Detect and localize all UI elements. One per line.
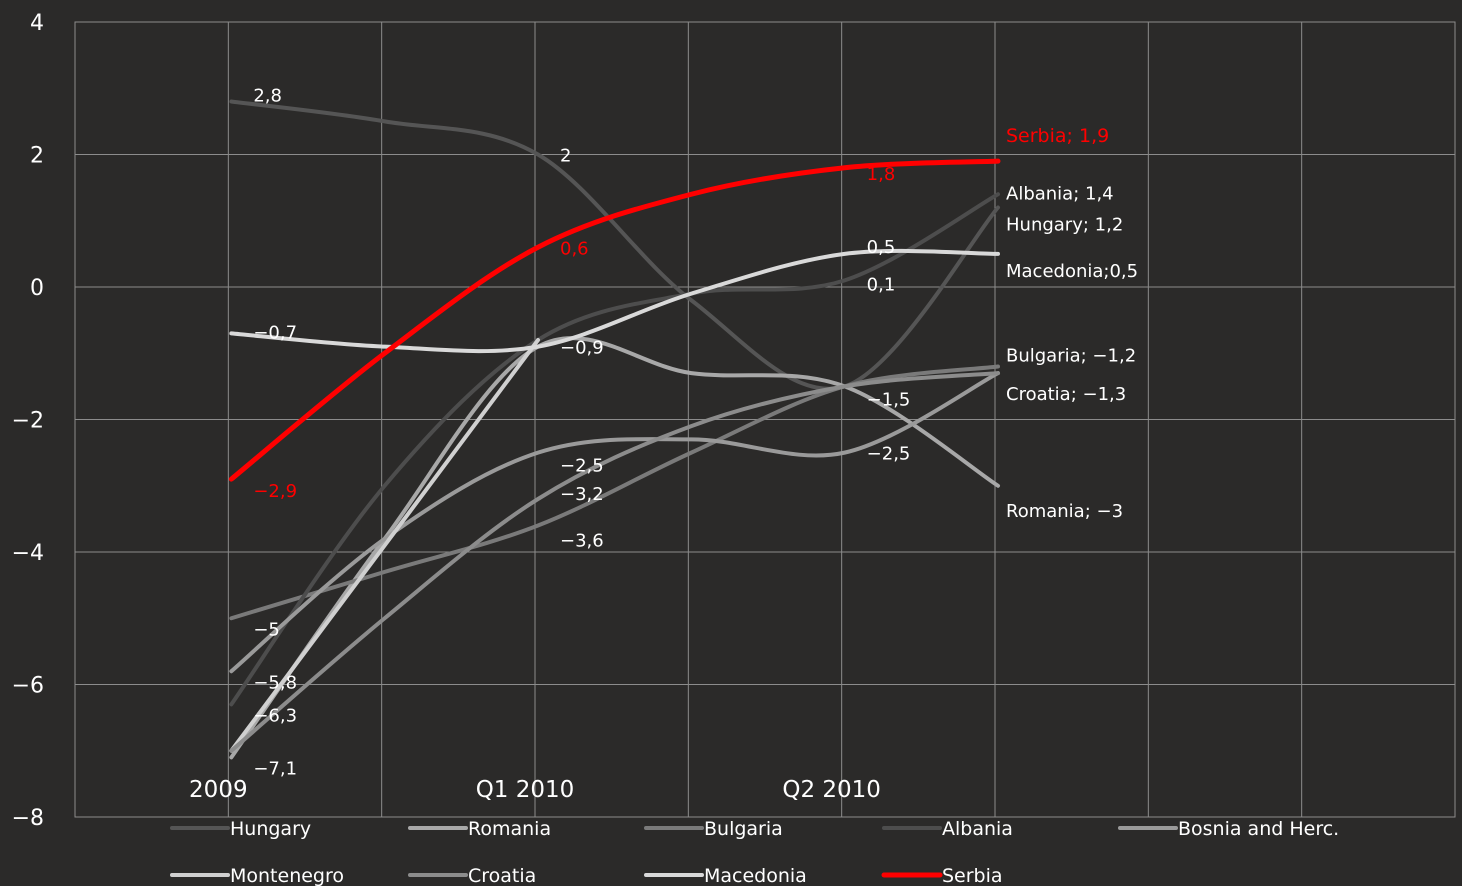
chart-axes: 4 2 0 −2 −4 −6 −8 2009 Q1 2010 Q2 2010 [12, 11, 881, 831]
y-tick-label: −6 [12, 674, 44, 699]
data-label: Serbia; 1,9 [1006, 125, 1109, 147]
chart-legend: Hungary Romania Bulgaria Albania Bosnia and … [170, 818, 1339, 886]
data-label: Croatia; −1,3 [1006, 384, 1126, 405]
data-label: −2,5 [560, 456, 604, 477]
legend-label: Hungary [230, 818, 311, 840]
y-tick-label: 0 [30, 276, 44, 301]
legend-label: Albania [942, 818, 1013, 840]
data-label: 0,5 [867, 237, 896, 258]
data-label: −1,5 [867, 389, 911, 410]
data-label: −2,5 [867, 444, 911, 465]
y-tick-label: −4 [12, 541, 44, 566]
series-line-bosnia-and-herc- [229, 371, 1000, 674]
legend-item: Albania [882, 818, 1013, 840]
legend-label: Bosnia and Herc. [1178, 818, 1339, 840]
legend-label: Bulgaria [704, 818, 783, 840]
data-labels: 2,8 2 Hungary; 1,2 −7,1 Romania; −3 −5 −3,6 Bul… [253, 86, 1138, 780]
data-label: Hungary; 1,2 [1006, 215, 1123, 236]
x-tick-label: Q2 2010 [782, 777, 881, 803]
legend-item: Hungary [170, 818, 311, 840]
data-label: 2 [560, 146, 571, 167]
data-label: 0,6 [560, 238, 589, 259]
legend-label: Serbia [942, 865, 1003, 886]
data-label: −5,8 [253, 672, 297, 693]
series-line-albania [229, 192, 1000, 707]
data-label: 2,8 [253, 86, 282, 107]
legend-item: Bosnia and Herc. [1118, 818, 1339, 840]
data-label: Romania; −3 [1006, 501, 1123, 522]
data-label: −3,6 [560, 531, 604, 552]
legend-label: Croatia [468, 865, 536, 886]
y-tick-label: 4 [30, 11, 44, 36]
data-label: −2,9 [253, 481, 297, 502]
legend-label: Romania [468, 818, 551, 840]
data-label: −5 [253, 619, 280, 640]
series-line-montenegro [229, 338, 540, 753]
data-label: Bulgaria; −1,2 [1006, 346, 1136, 367]
series-line-serbia [228, 158, 1001, 482]
series-line-romania [229, 336, 1000, 760]
x-tick-label: Q1 2010 [476, 777, 575, 803]
y-tick-label: −2 [12, 409, 44, 434]
series-line-croatia [229, 371, 1000, 753]
data-label: −0,9 [560, 338, 604, 359]
legend-label: Montenegro [230, 865, 344, 886]
x-tick-label: 2009 [189, 777, 248, 803]
legend-label: Macedonia [704, 865, 807, 886]
legend-item: Romania [408, 818, 551, 840]
legend-item: Croatia [408, 865, 536, 886]
data-label: −6,3 [253, 705, 297, 726]
data-label: −0,7 [253, 322, 297, 343]
legend-item: Bulgaria [644, 818, 783, 840]
chart-series [228, 99, 1001, 760]
legend-item: Serbia [881, 865, 1003, 886]
data-label: 1,8 [867, 164, 896, 185]
data-label: 0,1 [867, 274, 896, 295]
series-line-hungary [229, 99, 1000, 391]
data-label: Albania; 1,4 [1006, 183, 1114, 204]
legend-item: Macedonia [644, 865, 807, 886]
data-label: Macedonia;0,5 [1006, 261, 1138, 282]
y-tick-label: 2 [30, 144, 44, 169]
y-tick-label: −8 [12, 806, 44, 831]
legend-item: Montenegro [170, 865, 344, 886]
series-line-macedonia [229, 248, 1000, 354]
data-label: −3,2 [560, 484, 604, 505]
data-label: −7,1 [253, 758, 297, 779]
